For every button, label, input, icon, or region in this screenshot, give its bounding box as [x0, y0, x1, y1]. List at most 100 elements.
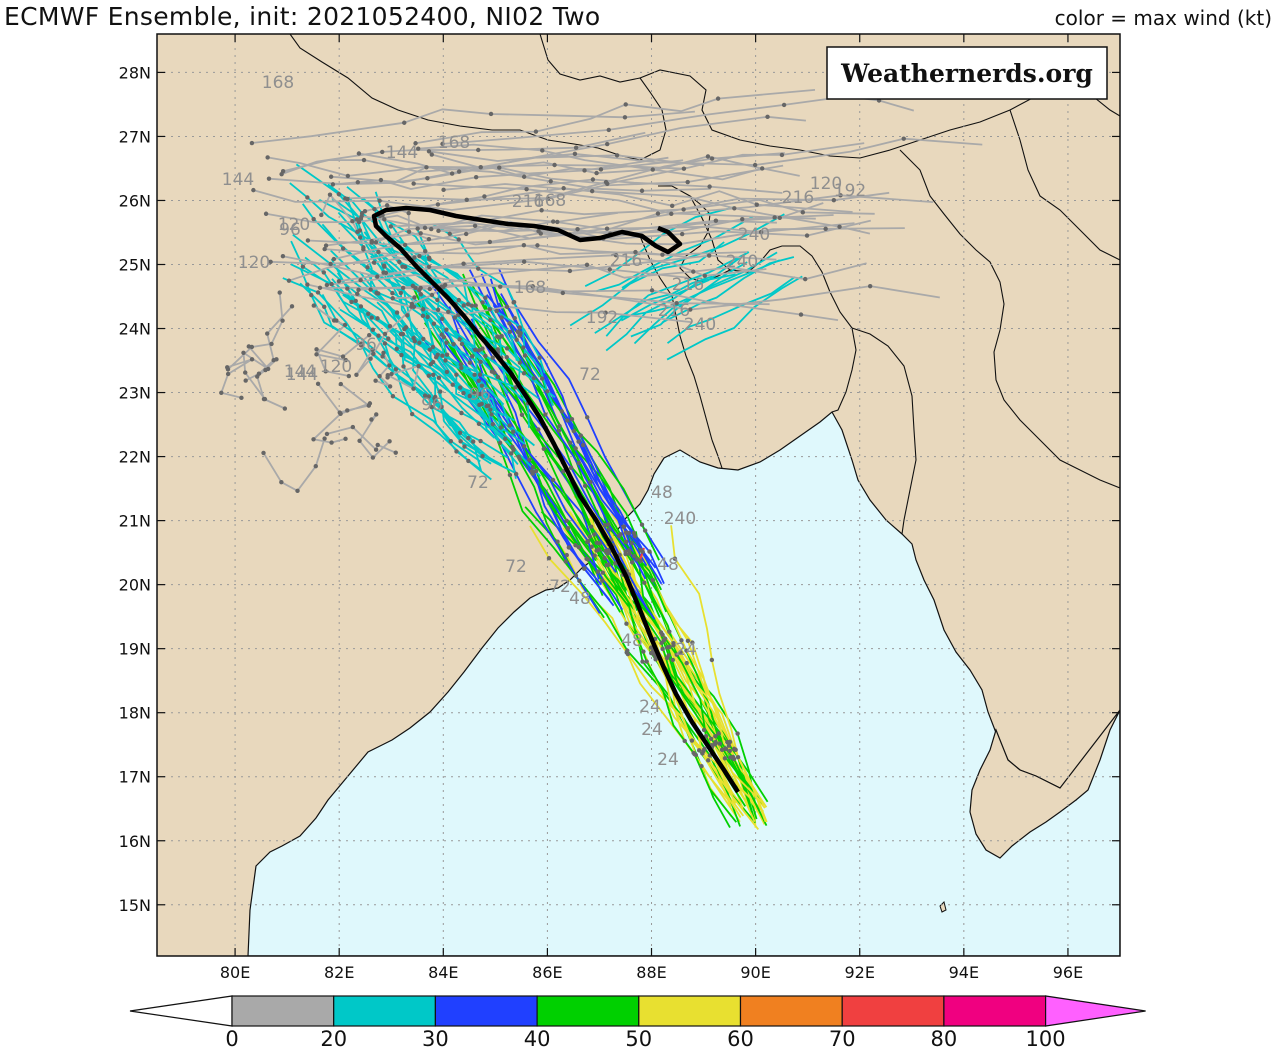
color-legend-note: color = max wind (kt)	[1054, 6, 1272, 30]
track-point	[397, 259, 402, 265]
track-point	[597, 541, 602, 546]
track-point	[709, 657, 715, 663]
track-point	[672, 556, 678, 561]
track-point	[458, 439, 463, 444]
ensemble-track	[622, 251, 778, 318]
track-point	[345, 173, 351, 179]
track-point	[567, 268, 573, 274]
track-point	[530, 471, 535, 476]
track-point	[447, 231, 452, 236]
track-point	[681, 166, 687, 171]
track-point	[358, 235, 363, 240]
track-point	[456, 169, 462, 174]
lat-tick-label: 23N	[119, 384, 151, 403]
track-point	[323, 243, 329, 248]
track-point	[623, 551, 628, 557]
track-point	[585, 539, 591, 544]
track-point	[602, 523, 608, 528]
track-point	[670, 203, 675, 209]
track-point	[265, 155, 270, 160]
track-point	[521, 371, 527, 376]
track-point	[838, 193, 843, 198]
track-point	[471, 439, 476, 444]
track-point	[457, 430, 463, 436]
track-point	[368, 356, 373, 361]
track-point	[511, 429, 516, 434]
track-point	[655, 211, 661, 216]
track-point	[393, 367, 399, 372]
track-point	[560, 290, 566, 296]
track-point	[390, 290, 395, 296]
ensemble-track	[400, 270, 519, 465]
track-point	[692, 752, 697, 757]
track-point	[371, 260, 377, 265]
track-point	[382, 331, 388, 337]
track-point	[521, 174, 527, 179]
track-point	[633, 249, 638, 255]
track-point	[781, 102, 787, 108]
colorbar-segment	[333, 995, 437, 1027]
track-point	[282, 406, 288, 411]
track-point	[389, 371, 394, 377]
forecast-hour-label: 192	[834, 181, 866, 201]
track-point	[535, 243, 540, 248]
track-point	[706, 253, 712, 258]
track-point	[353, 298, 358, 304]
track-point	[548, 179, 553, 184]
track-point	[450, 382, 455, 387]
track-point	[400, 285, 406, 291]
ensemble-track	[325, 219, 777, 247]
track-point	[602, 555, 607, 561]
track-point	[386, 336, 391, 341]
track-point	[243, 370, 248, 375]
ensemble-track	[265, 212, 619, 231]
track-point	[624, 621, 629, 626]
track-point	[647, 549, 652, 554]
track-point	[487, 307, 493, 312]
track-point	[472, 372, 477, 378]
track-point	[702, 273, 707, 279]
track-point	[402, 242, 408, 248]
track-point	[343, 357, 348, 363]
forecast-hour-label: 24	[675, 640, 697, 660]
forecast-hour-label: 144	[222, 170, 254, 190]
track-point	[328, 174, 334, 179]
track-point	[557, 423, 562, 429]
track-point	[375, 316, 380, 321]
track-point	[449, 171, 455, 176]
forecast-hour-label: 72	[579, 365, 601, 385]
lon-tick-label: 90E	[740, 963, 770, 982]
track-point	[639, 188, 645, 193]
track-point	[465, 302, 471, 307]
track-point	[831, 197, 837, 203]
track-point	[539, 376, 545, 381]
ensemble-track	[270, 244, 748, 265]
ensemble-track	[661, 256, 795, 324]
track-point	[517, 325, 523, 330]
track-point	[480, 453, 485, 459]
track-point	[622, 115, 628, 120]
ensemble-track	[416, 229, 555, 407]
track-point	[705, 154, 711, 159]
track-point	[700, 751, 705, 756]
track-point	[354, 372, 359, 377]
track-point	[440, 141, 445, 147]
forecast-hour-label: 24	[641, 720, 663, 740]
track-point	[679, 231, 685, 237]
forecast-hour-label: 144	[284, 362, 316, 382]
track-point	[707, 184, 712, 189]
track-point	[621, 524, 626, 529]
track-point	[429, 226, 434, 232]
track-point	[587, 534, 593, 539]
track-point	[565, 526, 571, 531]
track-point	[311, 216, 316, 222]
track-point	[658, 630, 664, 635]
track-point	[373, 240, 379, 245]
track-point	[713, 733, 718, 739]
track-point	[456, 237, 461, 242]
forecast-hour-label: 120	[238, 253, 270, 273]
track-point	[435, 202, 441, 207]
track-point	[478, 359, 483, 365]
ensemble-track	[438, 191, 890, 232]
track-point	[573, 573, 579, 578]
